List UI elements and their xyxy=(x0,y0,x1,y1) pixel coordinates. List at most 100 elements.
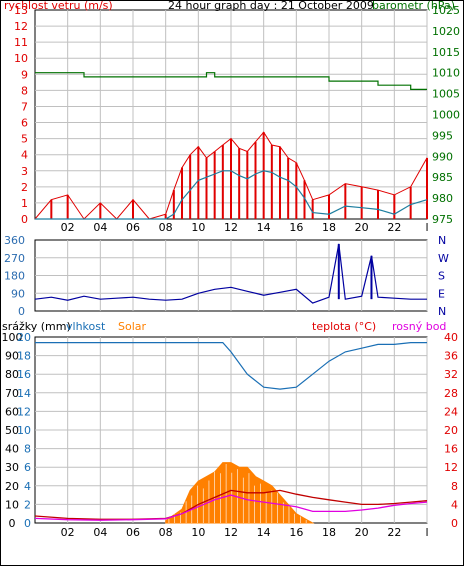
x-tick-label: 22 xyxy=(387,526,401,539)
wind-gust-line xyxy=(34,131,428,220)
wind-speed-tick-label: 12 xyxy=(14,20,28,33)
x-tick-label: 18 xyxy=(322,526,336,539)
rain-tick-label: 80 xyxy=(5,368,19,381)
wind-speed-tick-label: 8 xyxy=(21,84,28,97)
x-tick-label: 16 xyxy=(289,526,303,539)
temperature-tick-label: 36 xyxy=(444,350,458,363)
temperature-tick-label: 0 xyxy=(451,517,458,530)
dew-point-line xyxy=(34,494,428,521)
wind-speed-line xyxy=(35,170,428,220)
humidity-tick-label: 18 xyxy=(17,350,31,363)
wind-speed-tick-label: 7 xyxy=(21,100,28,113)
humidity-tick-label: 14 xyxy=(17,387,31,400)
direction-compass-tick-label: N xyxy=(438,305,446,318)
humidity-tick-label: 0 xyxy=(24,517,31,530)
pressure-tick-label: 985 xyxy=(432,171,453,184)
pressure-tick-label: 1000 xyxy=(432,109,460,122)
wind-speed-tick-label: 10 xyxy=(14,52,28,65)
panel2-series xyxy=(34,243,427,304)
x-tick-label: 04 xyxy=(93,526,107,539)
pressure-tick-label: 1025 xyxy=(432,4,460,17)
panel3-grid xyxy=(35,337,428,523)
x-tick-label: l xyxy=(425,526,428,539)
rain-tick-label: 10 xyxy=(5,498,19,511)
temperature-tick-label: 32 xyxy=(444,368,458,381)
pressure-line xyxy=(35,72,427,91)
rain-tick-label: 50 xyxy=(5,424,19,437)
chart-title: 24 hour graph day : 21 October 2009 xyxy=(168,0,374,12)
rain-tick-label: 70 xyxy=(5,387,19,400)
direction-degree-axis: 0 90 180 270 360 xyxy=(4,234,25,318)
x-tick-label: 22 xyxy=(387,221,401,234)
temperature-tick-label: 40 xyxy=(444,331,458,344)
x-tick-label: 04 xyxy=(93,221,107,234)
wind-speed-tick-label: 13 xyxy=(14,4,28,17)
temperature-tick-label: 16 xyxy=(444,443,458,456)
direction-degree-tick-label: 0 xyxy=(18,305,25,318)
x-tick-label: 06 xyxy=(126,221,140,234)
pressure-axis: 975 980 985 990 995 1000 1005 1010 1015 1020 1025 xyxy=(432,4,460,226)
humidity-tick-label: 10 xyxy=(17,424,31,437)
wind-speed-label: rychlost vetru (m/s) xyxy=(4,0,113,12)
panel1-x-axis: 02 04 06 08 10 12 14 16 18 20 22 l xyxy=(61,221,429,234)
x-tick-label: 08 xyxy=(159,526,173,539)
humidity-tick-label: 20 xyxy=(17,331,31,344)
temperature-tick-label: 4 xyxy=(451,498,458,511)
wind-speed-tick-label: 9 xyxy=(21,68,28,81)
temperature-tick-label: 28 xyxy=(444,387,458,400)
x-tick-label: 18 xyxy=(322,221,336,234)
humidity-tick-label: 16 xyxy=(17,368,31,381)
temperature-tick-label: 8 xyxy=(451,480,458,493)
pressure-tick-label: 1005 xyxy=(432,88,460,101)
humidity-tick-label: 4 xyxy=(24,480,31,493)
x-tick-label: 20 xyxy=(355,221,369,234)
wind-speed-tick-label: 5 xyxy=(21,133,28,146)
rain-tick-label: 30 xyxy=(5,461,19,474)
x-tick-label: 14 xyxy=(257,221,271,234)
x-tick-label: 10 xyxy=(191,221,205,234)
rain-label: srážky (mm) xyxy=(2,320,71,333)
direction-compass-tick-label: E xyxy=(438,287,445,300)
temperature-axis: 0 4 8 12 16 20 24 28 32 36 40 xyxy=(444,331,458,530)
panel2-grid xyxy=(35,240,428,311)
x-tick-label: 08 xyxy=(159,221,173,234)
solar-label: Solar xyxy=(118,320,147,333)
x-tick-label: 20 xyxy=(355,526,369,539)
direction-degree-tick-label: 270 xyxy=(4,252,25,265)
temperature-tick-label: 24 xyxy=(444,405,458,418)
rain-tick-label: 0 xyxy=(9,517,16,530)
pressure-tick-label: 1020 xyxy=(432,25,460,38)
x-tick-label: 10 xyxy=(191,526,205,539)
x-tick-label: 14 xyxy=(257,526,271,539)
pressure-tick-label: 980 xyxy=(432,192,453,205)
temperature-tick-label: 12 xyxy=(444,461,458,474)
panel3-series xyxy=(34,342,428,524)
x-tick-label: l xyxy=(425,221,428,234)
rain-tick-label: 100 xyxy=(2,331,23,344)
wind-speed-tick-label: 2 xyxy=(21,181,28,194)
pressure-tick-label: 975 xyxy=(432,213,453,226)
wind-speed-tick-label: 6 xyxy=(21,117,28,130)
rain-tick-label: 20 xyxy=(5,480,19,493)
x-tick-label: 12 xyxy=(224,526,238,539)
wind-direction-line xyxy=(34,243,427,304)
x-tick-label: 02 xyxy=(61,526,75,539)
panel1-series xyxy=(34,72,428,220)
rain-tick-label: 90 xyxy=(5,350,19,363)
rain-tick-label: 40 xyxy=(5,443,19,456)
temperature-tick-label: 20 xyxy=(444,424,458,437)
wind-speed-tick-label: 4 xyxy=(21,149,28,162)
wind-speed-tick-label: 1 xyxy=(21,197,28,210)
panel3-x-axis: 02 04 06 08 10 12 14 16 18 20 22 l xyxy=(61,526,429,539)
humidity-tick-label: 8 xyxy=(24,443,31,456)
solar-area xyxy=(165,462,315,524)
pressure-tick-label: 1015 xyxy=(432,46,460,59)
wind-speed-tick-label: 11 xyxy=(14,36,28,49)
pressure-tick-label: 1010 xyxy=(432,67,460,80)
direction-compass-tick-label: S xyxy=(438,270,445,283)
wind-speed-tick-label: 3 xyxy=(21,165,28,178)
